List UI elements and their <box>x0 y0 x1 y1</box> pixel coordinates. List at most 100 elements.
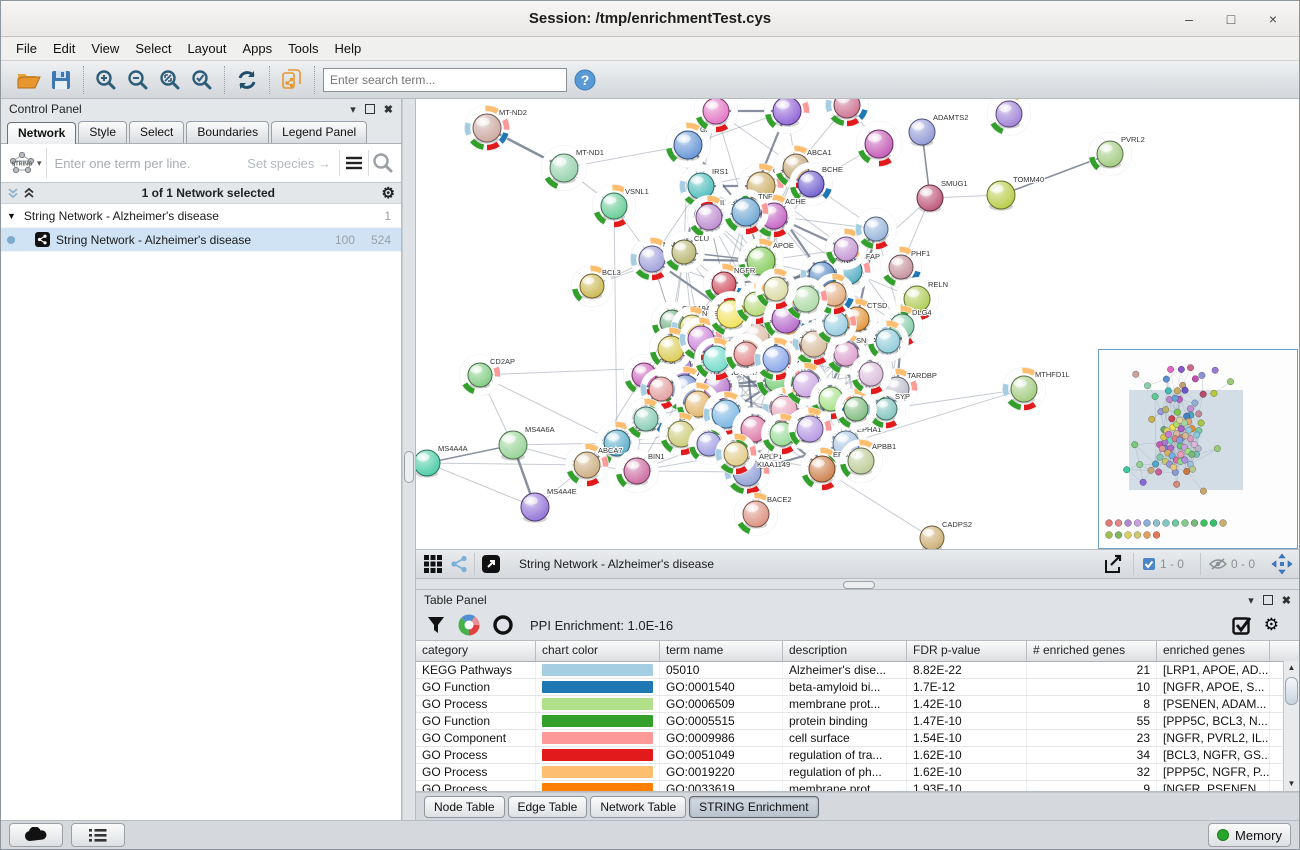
detach-view-icon[interactable] <box>479 552 503 576</box>
network-node-ms4a4a[interactable]: MS4A4A <box>416 443 469 478</box>
tab-network-table[interactable]: Network Table <box>590 796 687 818</box>
network-node-bcl3[interactable]: BCL3 <box>571 265 622 307</box>
enrichment-settings-gear-icon[interactable]: ⚙ <box>1263 615 1279 634</box>
table-row[interactable]: GO Process GO:0051049 regulation of tra...… <box>416 747 1299 764</box>
string-logo[interactable]: STRING ▾ <box>5 148 47 178</box>
network-node[interactable] <box>856 121 902 167</box>
network-node-apbb1[interactable]: APBB1 <box>839 439 897 483</box>
network-node-tomm40[interactable]: TOMM40 <box>986 174 1045 211</box>
network-node[interactable] <box>715 433 757 475</box>
selected-nodes-checkbox-icon[interactable] <box>1142 557 1156 571</box>
network-node[interactable] <box>694 99 738 133</box>
menu-layout[interactable]: Layout <box>187 41 227 56</box>
memory-button[interactable]: Memory <box>1208 823 1291 847</box>
export-network-icon[interactable] <box>1101 552 1125 576</box>
network-node[interactable] <box>835 388 877 430</box>
scroll-thumb[interactable] <box>1285 677 1298 705</box>
table-float-icon[interactable] <box>1262 595 1273 605</box>
network-canvas[interactable]: MT-ND2 MT-ND1 VSNL1 GAB2 IRS1 CHAT ABCA1 BCHE AC… <box>416 99 1299 550</box>
close-button[interactable]: × <box>1268 10 1278 27</box>
scroll-down-icon[interactable]: ▼ <box>1287 779 1296 788</box>
network-node-bin1[interactable]: BIN1 <box>615 449 666 493</box>
network-node[interactable] <box>784 362 828 406</box>
collapse-triangle-icon[interactable]: ▼ <box>7 210 16 221</box>
column-header-category[interactable]: category <box>416 641 536 661</box>
string-share-icon[interactable] <box>448 553 470 575</box>
network-node[interactable] <box>688 423 730 465</box>
network-node-mt-nd2[interactable]: MT-ND2 <box>464 105 528 151</box>
zoom-out-button[interactable] <box>124 66 152 94</box>
network-node-mthfd1l[interactable]: MTHFD1L <box>1002 367 1071 411</box>
hidden-eye-icon[interactable] <box>1208 558 1227 570</box>
network-options-gear-icon[interactable]: ⚙ <box>381 185 395 202</box>
zoom-fit-button[interactable] <box>156 66 184 94</box>
panel-menu-icon[interactable]: ▾ <box>350 103 356 116</box>
network-node-ms4a6a[interactable]: MS4A6A <box>498 424 556 461</box>
table-row[interactable]: GO Process GO:0006509 membrane prot... 1.42… <box>416 696 1299 713</box>
string-query-input[interactable]: Enter one term per line. <box>54 155 191 171</box>
refresh-layout-button[interactable] <box>233 66 261 94</box>
menu-view[interactable]: View <box>91 41 120 56</box>
column-header-chart-color[interactable]: chart color <box>536 641 660 661</box>
save-session-button[interactable] <box>47 66 75 94</box>
network-node-ms4a4e[interactable]: MS4A4E <box>520 486 578 523</box>
network-node[interactable] <box>694 337 738 381</box>
network-node-adamts2[interactable]: ADAMTS2 <box>908 112 969 147</box>
set-species-hint[interactable]: Set species → <box>247 155 331 171</box>
help-icon[interactable]: ? <box>571 66 599 94</box>
tab-select[interactable]: Select <box>129 121 185 143</box>
column-header--enriched-genes[interactable]: # enriched genes <box>1027 641 1157 661</box>
tab-legend-panel[interactable]: Legend Panel <box>271 121 368 143</box>
network-node[interactable] <box>825 99 869 127</box>
network-node-bche[interactable]: BCHE <box>789 162 844 206</box>
search-input[interactable] <box>323 67 567 92</box>
cloud-tasks-button[interactable] <box>9 823 63 847</box>
network-node[interactable] <box>788 407 832 451</box>
network-node-pvrl2[interactable]: PVRL2 <box>1088 132 1146 176</box>
string-options-icon[interactable] <box>340 149 368 177</box>
ring-chart-icon[interactable] <box>492 614 514 636</box>
menu-select[interactable]: Select <box>135 41 172 56</box>
menu-help[interactable]: Help <box>334 41 362 56</box>
horizontal-splitter[interactable] <box>416 579 1299 590</box>
network-node-clu[interactable]: CLU <box>663 231 710 273</box>
splitter-handle[interactable] <box>404 451 414 483</box>
table-row[interactable]: GO Function GO:0001540 beta-amyloid bi... 1… <box>416 679 1299 696</box>
network-collection-row[interactable]: ▼ String Network - Alzheimer's disease 1 <box>1 204 401 228</box>
collapse-all-icon[interactable] <box>7 187 19 199</box>
close-panel-icon[interactable]: ✖ <box>383 103 393 116</box>
string-search-icon[interactable] <box>369 149 397 177</box>
menu-file[interactable]: File <box>16 41 37 56</box>
network-node-tnf[interactable]: TNF <box>723 189 774 235</box>
table-scrollbar[interactable]: ▲ ▼ <box>1283 661 1299 791</box>
expand-all-icon[interactable] <box>23 187 35 199</box>
table-row[interactable]: GO Process GO:0019220 regulation of ph... 1… <box>416 764 1299 781</box>
hsplitter-handle[interactable] <box>842 581 875 589</box>
maximize-button[interactable]: □ <box>1226 10 1236 27</box>
network-node[interactable] <box>825 228 867 270</box>
tab-network[interactable]: Network <box>7 122 77 144</box>
network-node[interactable] <box>725 333 767 375</box>
column-header-term-name[interactable]: term name <box>660 641 783 661</box>
task-history-button[interactable] <box>71 823 125 847</box>
tab-style[interactable]: Style <box>78 121 128 143</box>
network-node-smug1[interactable]: SMUG1 <box>916 178 969 213</box>
network-node[interactable] <box>855 208 897 250</box>
table-panel-menu-icon[interactable]: ▾ <box>1248 594 1254 607</box>
table-row[interactable]: GO Component GO:0009986 cell surface 1.54E-… <box>416 730 1299 747</box>
float-panel-icon[interactable] <box>364 104 375 114</box>
network-node-cd2ap[interactable]: CD2AP <box>459 354 516 396</box>
pan-navigate-icon[interactable] <box>1271 553 1293 575</box>
tab-edge-table[interactable]: Edge Table <box>507 796 588 818</box>
network-node[interactable] <box>625 398 667 440</box>
birds-eye-view[interactable] <box>1098 349 1298 549</box>
table-row[interactable]: GO Process GO:0033619 membrane prot... 1.93… <box>416 781 1299 791</box>
tab-boundaries[interactable]: Boundaries <box>186 121 270 143</box>
table-close-icon[interactable]: ✖ <box>1281 594 1291 607</box>
column-header-fdr-p-value[interactable]: FDR p-value <box>907 641 1027 661</box>
network-node[interactable] <box>987 99 1031 136</box>
network-row-selected[interactable]: String Network - Alzheimer's disease 100… <box>1 228 401 252</box>
table-row[interactable]: KEGG Pathways 05010 Alzheimer's dise... 8.8… <box>416 662 1299 679</box>
scroll-up-icon[interactable]: ▲ <box>1287 663 1296 672</box>
select-terms-checkbox-icon[interactable] <box>1232 615 1252 635</box>
